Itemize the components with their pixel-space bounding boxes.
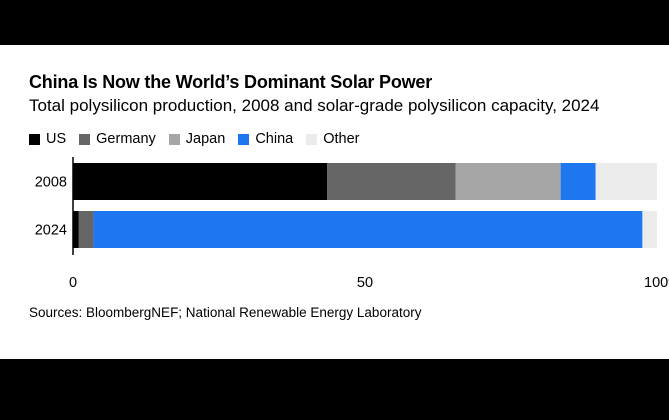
- chart-subtitle: Total polysilicon production, 2008 and s…: [29, 96, 600, 115]
- legend-swatch: [79, 133, 91, 145]
- legend-swatch: [168, 133, 180, 145]
- legend-item-china: China: [238, 131, 293, 147]
- legend-label: Other: [323, 131, 360, 147]
- chart-source: Sources: BloombergNEF; National Renewabl…: [29, 305, 422, 320]
- chart-plot: 2008 2024 0 50 100%: [35, 157, 669, 291]
- bar-segment-china-2024: [93, 211, 643, 248]
- legend-label: Japan: [185, 131, 226, 147]
- x-tick-label: 100%: [644, 275, 669, 291]
- bar-segment-other-2008: [595, 163, 657, 200]
- legend-swatch: [238, 133, 250, 145]
- bar-segment-germany-2024: [78, 211, 94, 248]
- legend-swatch: [306, 133, 318, 145]
- category-label: 2024: [35, 223, 67, 239]
- legend-item-us: US: [29, 131, 66, 147]
- x-tick-label: 50: [357, 275, 373, 291]
- legend-item-other: Other: [306, 131, 359, 147]
- chart-title: China Is Now the World’s Dominant Solar …: [29, 72, 433, 92]
- legend-label: China: [255, 131, 294, 147]
- legend-swatch: [29, 133, 40, 145]
- chart-card: China Is Now the World’s Dominant Solar …: [0, 45, 669, 359]
- bar-segment-other-2024: [642, 211, 657, 248]
- bar-segment-japan-2008: [455, 163, 561, 200]
- legend-item-germany: Germany: [79, 131, 156, 147]
- bar-segment-us-2008: [73, 163, 328, 200]
- bar-segment-china-2008: [560, 163, 596, 200]
- legend-label: Germany: [96, 131, 156, 147]
- x-tick-label: 0: [69, 275, 77, 291]
- bar-segment-us-2024: [73, 211, 79, 248]
- category-label: 2008: [35, 175, 67, 191]
- bar-segment-germany-2008: [327, 163, 456, 200]
- legend-item-japan: Japan: [168, 131, 226, 147]
- chart-legend: US Germany Japan China Other: [29, 131, 372, 147]
- legend-label: US: [46, 131, 67, 147]
